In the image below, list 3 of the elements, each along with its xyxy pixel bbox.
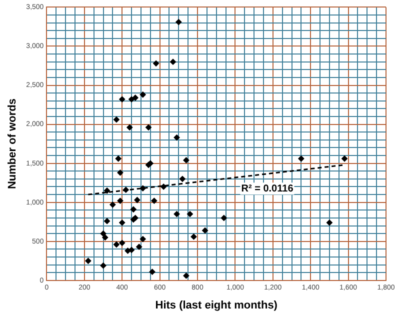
annotation: R² = 0.0116 bbox=[241, 183, 294, 194]
x-axis-title: Hits (last eight months) bbox=[155, 299, 278, 312]
y-axis-title: Number of words bbox=[6, 98, 19, 190]
